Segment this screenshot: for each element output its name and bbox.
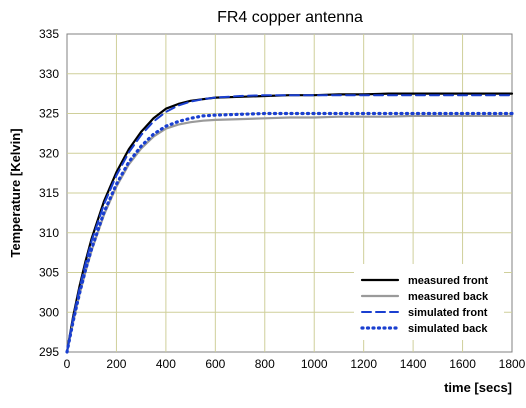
y-tick-label: 315 bbox=[39, 186, 59, 200]
y-axis-label: Temperature [Kelvin] bbox=[8, 128, 23, 257]
y-tick-label: 325 bbox=[39, 107, 59, 121]
x-axis-ticks: 0 200 400 600 800 1000 1200 1400 1600 1800 bbox=[64, 357, 526, 371]
x-tick-label: 1000 bbox=[301, 357, 328, 371]
legend-label: simulated front bbox=[408, 307, 488, 319]
y-tick-label: 305 bbox=[39, 266, 59, 280]
x-tick-label: 1400 bbox=[400, 357, 427, 371]
y-tick-label: 300 bbox=[39, 305, 59, 319]
x-tick-label: 1600 bbox=[449, 357, 476, 371]
x-tick-label: 400 bbox=[156, 357, 176, 371]
x-tick-label: 1800 bbox=[499, 357, 526, 371]
x-tick-label: 800 bbox=[255, 357, 275, 371]
x-axis-label: time [secs] bbox=[444, 380, 512, 395]
y-tick-label: 295 bbox=[39, 345, 59, 359]
legend-label: measured back bbox=[408, 291, 489, 303]
y-axis-ticks: 295 300 305 310 315 320 325 330 335 bbox=[39, 27, 59, 359]
series-group bbox=[65, 92, 514, 354]
y-tick-label: 320 bbox=[39, 146, 59, 160]
legend-label: measured front bbox=[408, 275, 488, 287]
series-line-3 bbox=[66, 94, 513, 353]
y-tick-label: 330 bbox=[39, 67, 59, 81]
legend-label: simulated back bbox=[408, 323, 488, 335]
y-tick-label: 335 bbox=[39, 27, 59, 41]
x-tick-label: 200 bbox=[106, 357, 126, 371]
x-tick-label: 1200 bbox=[350, 357, 377, 371]
legend: measured front measured back simulated fro… bbox=[354, 264, 504, 340]
series-line-4 bbox=[65, 111, 514, 354]
y-tick-label: 310 bbox=[39, 226, 59, 240]
x-tick-label: 0 bbox=[64, 357, 71, 371]
x-tick-label: 600 bbox=[205, 357, 225, 371]
chart-title: FR4 copper antenna bbox=[217, 9, 363, 26]
